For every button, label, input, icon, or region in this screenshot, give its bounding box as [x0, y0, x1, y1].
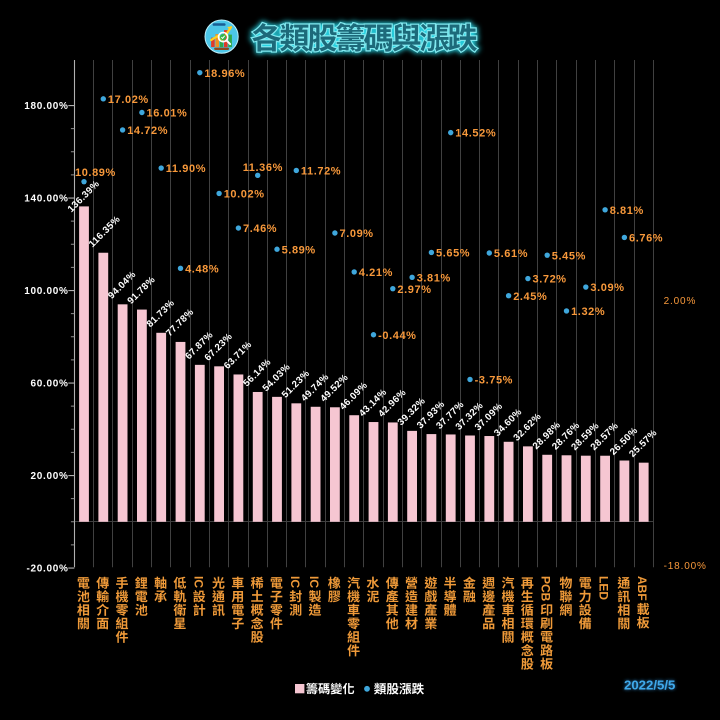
svg-text:IC: IC: [288, 576, 302, 588]
svg-text:5.61%: 5.61%: [494, 248, 528, 260]
svg-text:LED: LED: [597, 576, 611, 600]
svg-text:18.96%: 18.96%: [204, 68, 245, 80]
svg-text:2.97%: 2.97%: [397, 284, 431, 296]
svg-text:17.02%: 17.02%: [108, 94, 149, 106]
svg-text:7.09%: 7.09%: [340, 228, 374, 240]
svg-text:4.48%: 4.48%: [185, 263, 219, 275]
svg-text:16.01%: 16.01%: [147, 108, 188, 120]
svg-text:3.09%: 3.09%: [590, 282, 624, 294]
svg-text:-0.44%: -0.44%: [378, 330, 416, 342]
svg-text:-3.75%: -3.75%: [475, 375, 513, 387]
svg-text:2022/5/5: 2022/5/5: [624, 678, 675, 693]
svg-text:180.00%: 180.00%: [24, 101, 68, 112]
svg-text:14.72%: 14.72%: [127, 125, 168, 137]
svg-text:14.52%: 14.52%: [455, 128, 496, 140]
svg-text:2.45%: 2.45%: [513, 291, 547, 303]
svg-text:1.32%: 1.32%: [571, 306, 605, 318]
svg-text:20.00%: 20.00%: [30, 471, 68, 482]
svg-text:-18.00%: -18.00%: [664, 561, 707, 572]
svg-text:2022/5/5: 2022/5/5: [624, 678, 675, 693]
svg-text:11.72%: 11.72%: [301, 166, 341, 178]
svg-text:10.02%: 10.02%: [224, 189, 265, 201]
svg-text:7.46%: 7.46%: [243, 223, 277, 235]
svg-text:2.00%: 2.00%: [664, 296, 697, 307]
svg-text:3.72%: 3.72%: [533, 274, 567, 286]
svg-text:ABF: ABF: [635, 576, 649, 601]
svg-text:10.89%: 10.89%: [75, 167, 116, 179]
svg-text:3.81%: 3.81%: [417, 272, 451, 284]
svg-text:PCB: PCB: [539, 576, 553, 602]
svg-text:5.45%: 5.45%: [552, 250, 586, 262]
svg-text:4.21%: 4.21%: [359, 267, 393, 279]
svg-text:140.00%: 140.00%: [24, 194, 68, 205]
svg-text:-20.00%: -20.00%: [26, 564, 68, 575]
svg-text:IC: IC: [307, 576, 321, 588]
svg-text:11.36%: 11.36%: [243, 162, 283, 174]
svg-text:100.00%: 100.00%: [24, 286, 68, 297]
svg-text:IC: IC: [191, 576, 205, 588]
svg-text:6.76%: 6.76%: [629, 233, 663, 245]
svg-text:8.81%: 8.81%: [610, 205, 644, 217]
svg-text:5.89%: 5.89%: [282, 244, 316, 256]
svg-text:60.00%: 60.00%: [30, 379, 68, 390]
svg-text:11.90%: 11.90%: [166, 163, 206, 175]
svg-text:5.65%: 5.65%: [436, 248, 470, 260]
